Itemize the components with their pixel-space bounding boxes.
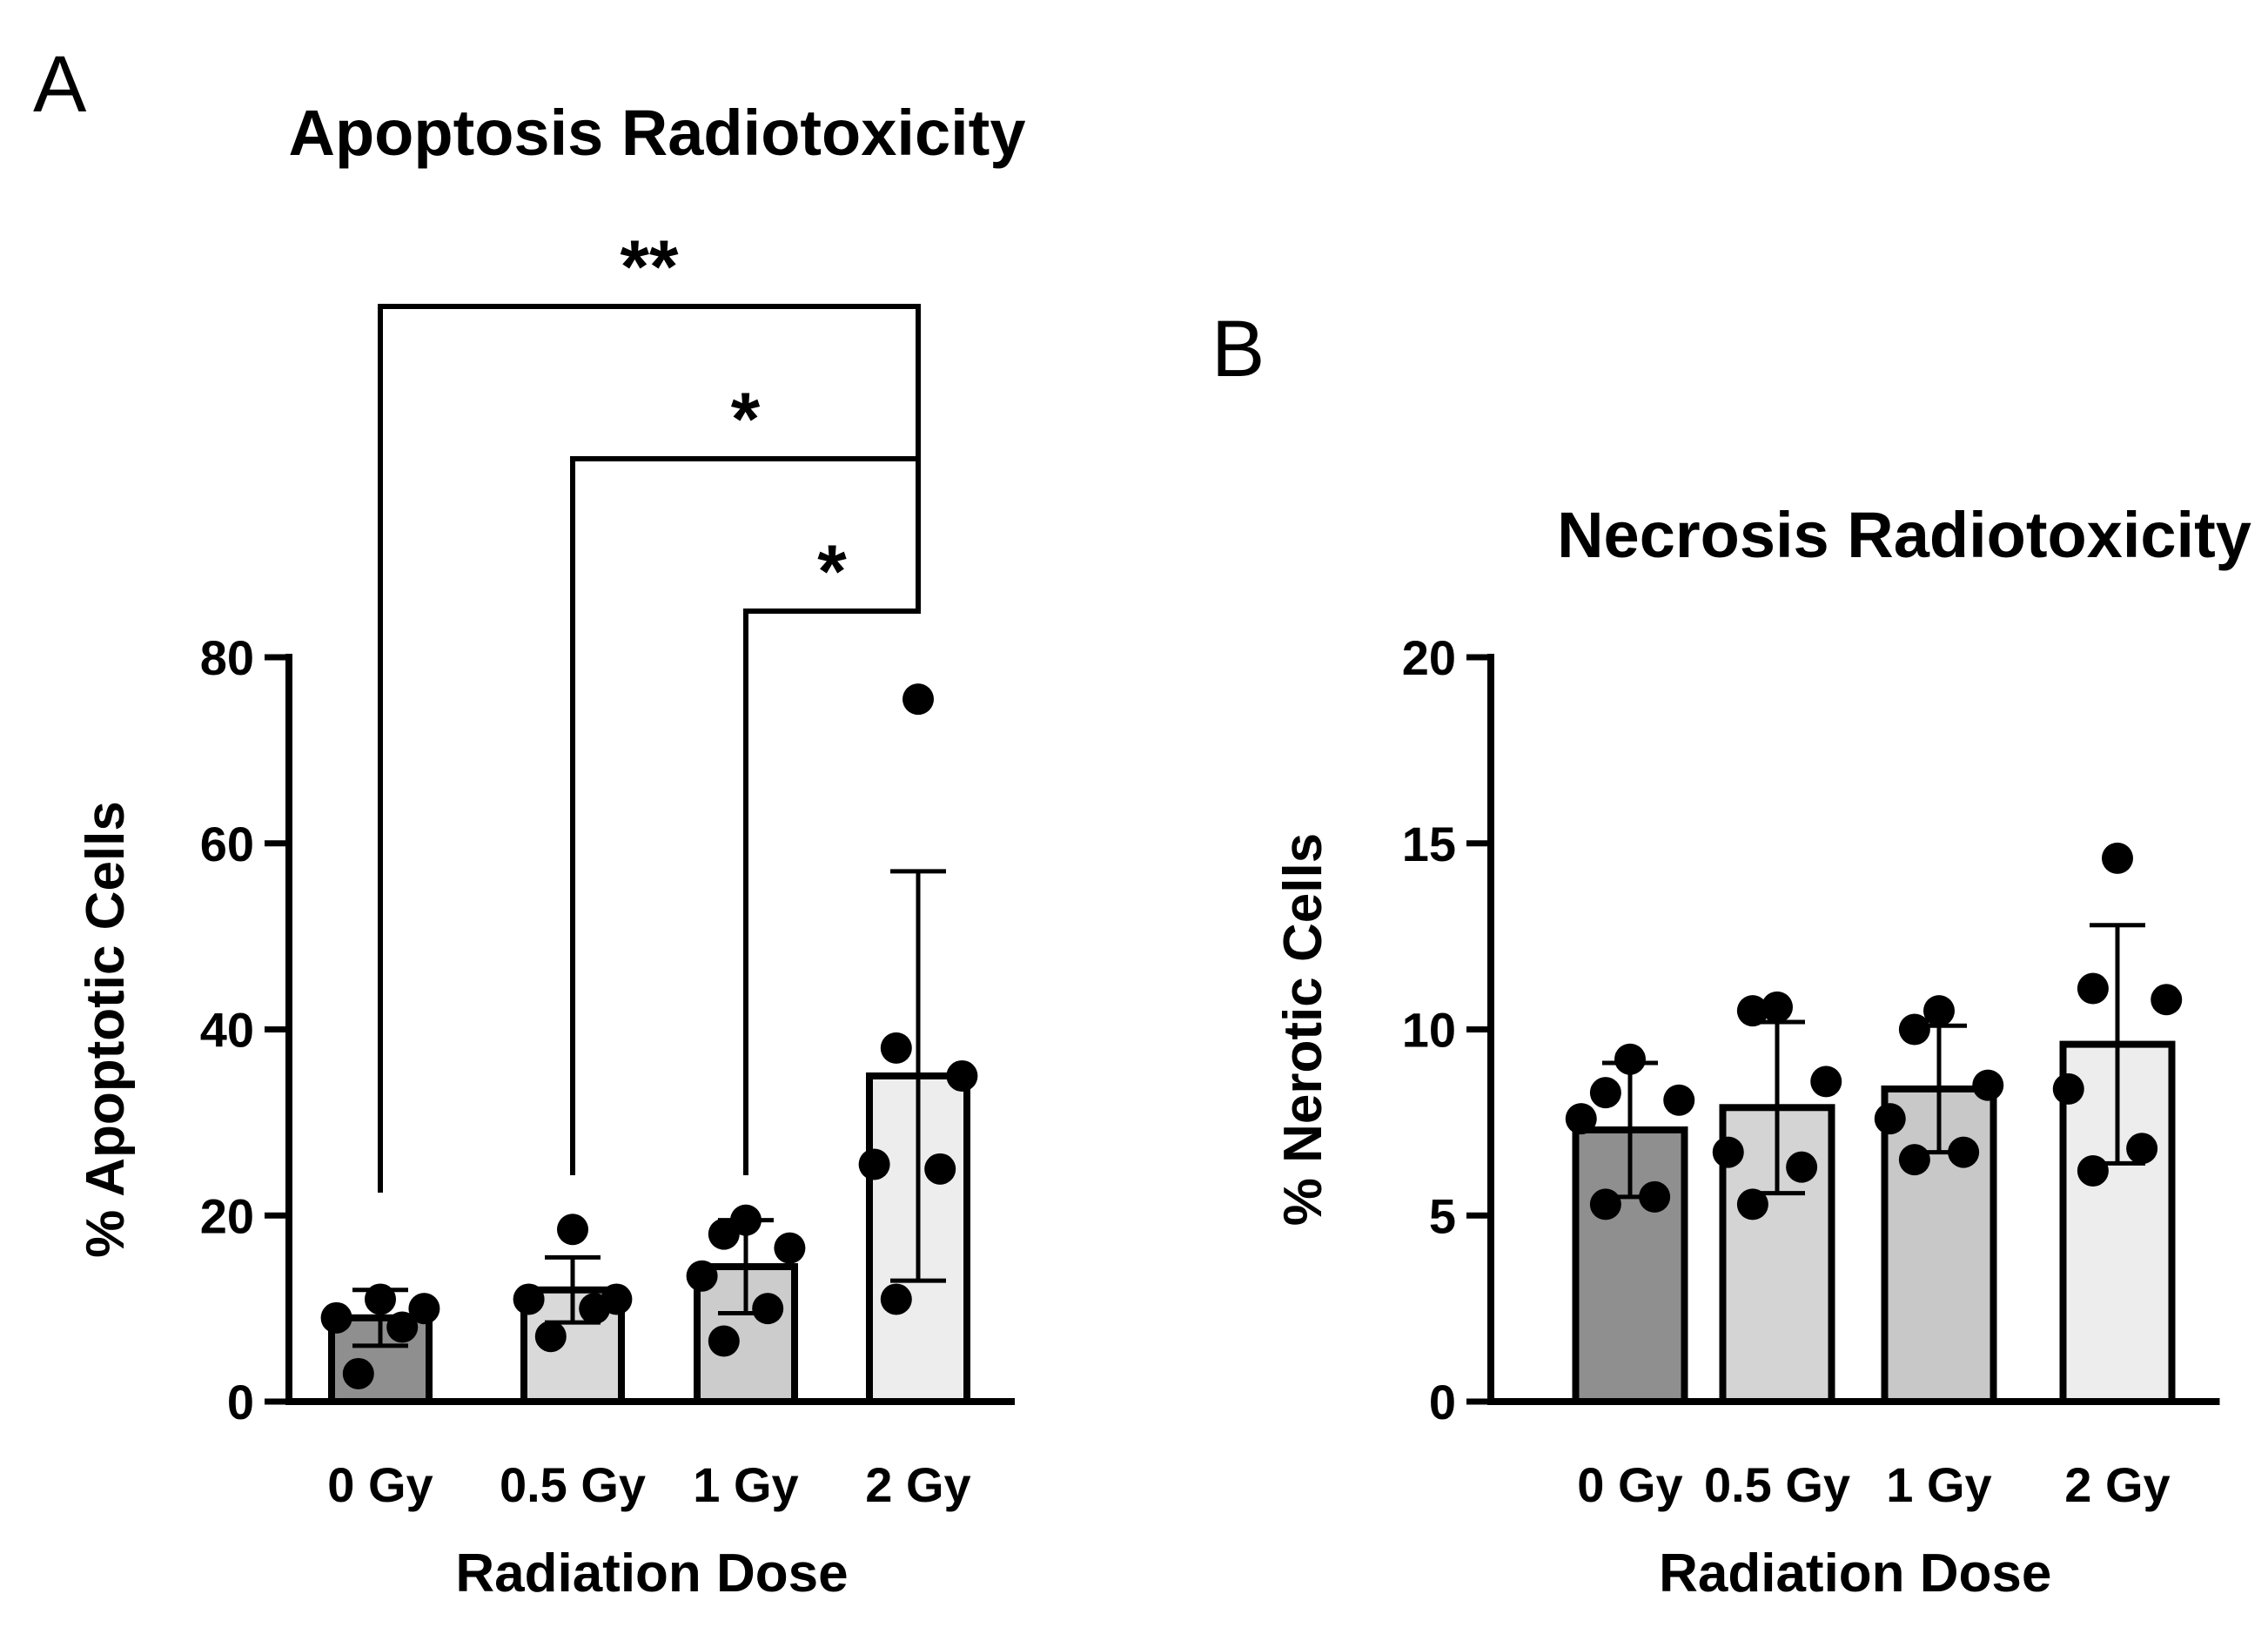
- chart-1-point-4-1: [880, 1283, 912, 1315]
- chart-1-x-tick-label-3: 1 Gy: [693, 1457, 798, 1512]
- chart-2-panel-letter: B: [1211, 305, 1265, 393]
- chart-2-y-tick-label-5: 20: [1402, 630, 1456, 685]
- chart-2-point-4-4: [2151, 984, 2183, 1016]
- chart-2-point-2-5: [1736, 995, 1768, 1027]
- chart-1-point-3-1: [708, 1325, 740, 1357]
- chart-1-y-tick-label-1: 0: [227, 1375, 254, 1429]
- chart-1-point-1-4: [408, 1293, 440, 1325]
- chart-2-point-2-1: [1736, 1188, 1768, 1220]
- chart-2-point-4-3: [2052, 1073, 2084, 1105]
- chart-1-point-4-4: [946, 1059, 978, 1092]
- chart-2-point-1-1: [1589, 1188, 1621, 1220]
- chart-2-point-3-4: [1972, 1069, 2004, 1101]
- chart-1-significance-label-1: **: [621, 225, 679, 309]
- chart-1-point-3-4: [774, 1232, 806, 1264]
- chart-1-point-1-1: [342, 1357, 374, 1389]
- chart-1-point-2-4: [601, 1283, 633, 1315]
- chart-2-point-3-1: [1898, 1144, 1930, 1176]
- chart-2-point-2-3: [1712, 1136, 1744, 1168]
- chart-2-point-3-6: [1923, 995, 1955, 1027]
- chart-2-point-2-2: [1786, 1151, 1818, 1183]
- chart-2-point-2-6: [1761, 991, 1793, 1023]
- chart-1-point-3-3: [686, 1260, 718, 1292]
- chart-1-x-tick-label-2: 0.5 Gy: [500, 1457, 646, 1512]
- chart-2-y-tick-label-4: 15: [1402, 817, 1456, 871]
- chart-2-point-4-1: [2077, 1154, 2109, 1187]
- chart-2-y-axis-title: % Nerotic Cells: [1273, 833, 1333, 1226]
- chart-1-point-4-3: [858, 1148, 890, 1180]
- chart-1-point-4-5: [880, 1032, 912, 1064]
- chart-1-significance-label-2: *: [731, 378, 761, 461]
- chart-1-point-3-2: [752, 1293, 784, 1325]
- chart-2-y-tick-label-3: 10: [1402, 1003, 1456, 1058]
- chart-1-significance-bracket-2: [570, 456, 921, 1175]
- chart-2-point-4-6: [2102, 842, 2133, 874]
- chart-1-point-1-3: [320, 1301, 352, 1334]
- chart-2-point-4-5: [2077, 972, 2109, 1005]
- chart-1-point-4-2: [924, 1153, 956, 1185]
- chart-2-point-2-4: [1810, 1066, 1842, 1098]
- chart-1-x-tick-label-1: 0 Gy: [327, 1457, 433, 1512]
- chart-2-x-axis-title: Radiation Dose: [1659, 1543, 2051, 1604]
- chart-1-y-tick-label-5: 80: [200, 630, 254, 685]
- chart-2-y-tick-label-1: 0: [1429, 1375, 1456, 1429]
- chart-1-y-tick-label-3: 40: [200, 1003, 254, 1058]
- chart-1-point-1-2: [386, 1311, 419, 1343]
- chart-2-point-1-4: [1663, 1084, 1695, 1116]
- chart-1-significance-bracket-1: [378, 304, 921, 1193]
- chart-1-panel-letter: A: [33, 40, 87, 129]
- chart-1-significance-bracket-3: [743, 570, 921, 1175]
- chart-2-point-3-3: [1874, 1103, 1906, 1135]
- chart-1-y-tick-label-2: 20: [200, 1188, 254, 1243]
- chart-2-x-tick-label-4: 2 Gy: [2064, 1457, 2170, 1512]
- chart-1-point-2-5: [557, 1214, 588, 1246]
- chart-1-significance-label-3: *: [817, 530, 847, 614]
- chart-2-x-tick-label-1: 0 Gy: [1577, 1457, 1682, 1512]
- chart-2-point-1-5: [1589, 1077, 1621, 1109]
- chart-1-x-tick-label-4: 2 Gy: [865, 1457, 970, 1512]
- chart-1-y-axis-title: % Apoptotic Cells: [76, 801, 136, 1258]
- chart-1-title: Apoptosis Radiotoxicity: [289, 97, 1026, 169]
- chart-2-x-tick-label-3: 1 Gy: [1886, 1457, 1991, 1512]
- chart-1-point-2-1: [534, 1321, 567, 1353]
- chart-2-point-3-5: [1898, 1013, 1930, 1046]
- chart-2-x-tick-label-2: 0.5 Gy: [1704, 1457, 1850, 1512]
- chart-2-point-1-3: [1565, 1103, 1597, 1135]
- chart-2-title: Necrosis Radiotoxicity: [1557, 499, 2251, 571]
- chart-2-y-tick-label-2: 5: [1429, 1188, 1456, 1243]
- chart-1-point-2-3: [513, 1283, 545, 1315]
- chart-2-point-4-2: [2126, 1133, 2158, 1165]
- chart-1-point-4-6: [903, 683, 934, 716]
- chart-1-x-axis-title: Radiation Dose: [455, 1543, 848, 1604]
- chart-1-y-tick-label-4: 60: [200, 817, 254, 871]
- chart-2-point-1-6: [1614, 1043, 1646, 1075]
